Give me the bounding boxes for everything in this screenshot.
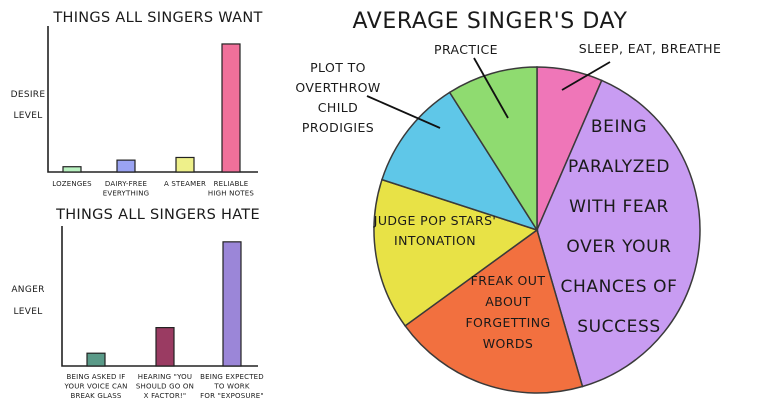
want-ylabel-line-1: DESIRE	[11, 90, 46, 100]
want-tick-labels: LOZENGES DAIRY-FREE EVERYTHING A STEAMER REL…	[52, 180, 254, 198]
leader-line-practice	[473, 57, 509, 119]
day-pie-chart: AVERAGE SINGER'S DAY SLEEP, EAT, BREATHE…	[295, 9, 721, 394]
hate-bar-2	[155, 327, 175, 367]
hate-tick-3-line-2: TO WORK	[213, 383, 250, 391]
pie-slice-paralyzed	[536, 79, 701, 388]
want-bar-chart: THINGS ALL SINGERS WANT DESIRE LEVEL LOZ…	[11, 10, 263, 198]
pie-label-paralyzed-line-4: OVER YOUR	[566, 237, 671, 257]
hate-ylabel-line-2: LEVEL	[13, 307, 42, 317]
hate-bar-chart: THINGS ALL SINGERS HATE ANGER LEVEL BEIN…	[11, 207, 263, 400]
hate-bars	[86, 241, 242, 367]
pie-slice-freak-out	[404, 228, 584, 394]
want-bar-4	[221, 43, 241, 173]
hate-tick-3-line-1: BEING EXPECTED	[200, 373, 264, 381]
pie-label-paralyzed-line-2: PARALYZED	[568, 157, 670, 177]
pie-label-paralyzed-line-6: SUCCESS	[577, 317, 661, 337]
pie-label-sleep-line-1: SLEEP, EAT, BREATHE	[579, 41, 722, 56]
want-tick-4-line-1: RELIABLE	[214, 180, 249, 188]
leader-line-sleep	[561, 61, 611, 91]
pie-label-paralyzed-line-3: WITH FEAR	[569, 197, 669, 217]
hate-tick-2-line-1: HEARING "YOU	[138, 373, 192, 381]
pie-label-freak-out-line-1: FREAK OUT	[471, 273, 546, 288]
hate-ylabel-line-1: ANGER	[11, 285, 44, 295]
pie-slices	[373, 66, 701, 394]
want-tick-2-line-1: DAIRY-FREE	[105, 180, 147, 188]
pie-label-practice-line-1: PRACTICE	[434, 42, 498, 57]
pie-slice-practice	[448, 66, 538, 233]
hate-bar-1	[86, 352, 106, 367]
hate-axes	[61, 226, 258, 367]
hate-tick-1-line-2: YOUR VOICE CAN	[63, 383, 127, 391]
hate-tick-1-line-1: BEING ASKED IF	[67, 373, 126, 381]
want-tick-3-line-1: A STEAMER	[164, 180, 206, 188]
hate-tick-2-line-3: X FACTOR!"	[144, 392, 187, 400]
hate-tick-3-line-3: FOR "EXPOSURE"	[200, 392, 264, 400]
want-ylabel-line-2: LEVEL	[13, 111, 42, 121]
hate-tick-1-line-3: BREAK GLASS	[70, 392, 121, 400]
want-bars	[62, 43, 241, 173]
want-tick-1-line-1: LOZENGES	[52, 180, 92, 188]
hate-bar-3	[222, 241, 242, 367]
hate-chart-title: THINGS ALL SINGERS HATE	[55, 207, 260, 223]
want-bar-2	[116, 159, 136, 173]
pie-label-freak-out-line-3: FORGETTING	[465, 315, 550, 330]
pie-chart-title: AVERAGE SINGER'S DAY	[352, 9, 627, 34]
pie-slice-judge	[373, 178, 539, 327]
want-tick-4-line-2: HIGH NOTES	[208, 190, 254, 198]
pie-label-judge-line-1: JUDGE POP STARS'	[373, 213, 497, 228]
pie-label-plot-line-2: OVERTHROW	[295, 80, 380, 95]
want-chart-title: THINGS ALL SINGERS WANT	[52, 10, 262, 26]
want-tick-2-line-2: EVERYTHING	[103, 190, 150, 198]
pie-label-judge-line-2: INTONATION	[394, 233, 476, 248]
pie-label-plot-line-4: PRODIGIES	[302, 120, 374, 135]
pie-label-paralyzed-line-5: CHANCES OF	[561, 277, 678, 297]
pie-label-paralyzed-line-1: BEING	[591, 117, 647, 137]
pie-label-freak-out-line-4: WORDS	[483, 336, 533, 351]
leader-line-plot	[366, 95, 441, 129]
pie-label-plot-line-1: PLOT TO	[310, 60, 366, 75]
pie-slice-plot	[381, 91, 539, 232]
want-bar-3	[175, 156, 195, 173]
hate-tick-2-line-2: SHOULD GO ON	[136, 383, 194, 391]
pie-label-freak-out-line-2: ABOUT	[485, 294, 531, 309]
want-bar-1	[62, 166, 82, 173]
pie-label-plot-line-3: CHILD	[318, 100, 358, 115]
pie-labels: SLEEP, EAT, BREATHE BEING PARALYZED WITH FE…	[295, 41, 721, 351]
